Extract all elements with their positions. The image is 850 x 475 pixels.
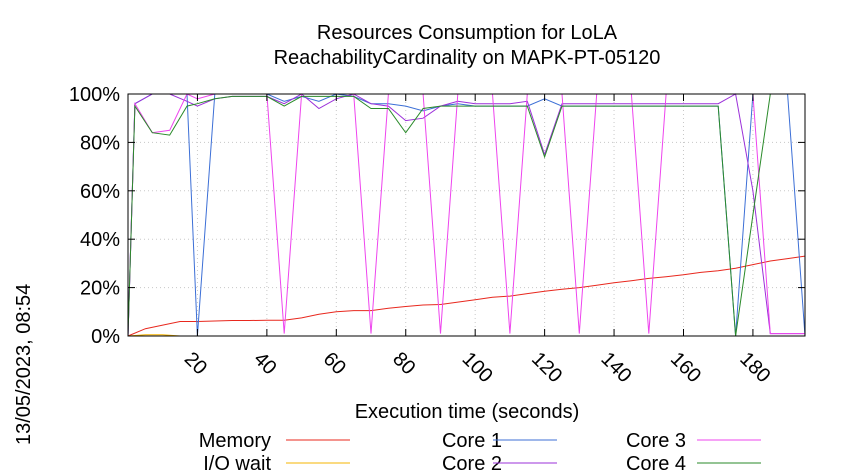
series-layer — [127, 93, 806, 337]
x-tick-label: 40 — [249, 348, 280, 379]
y-tick-label: 0% — [91, 326, 120, 348]
series-line-core-4 — [127, 93, 805, 337]
x-tick-label: 100 — [458, 348, 497, 387]
y-tick-label: 80% — [80, 132, 120, 154]
x-tick-label: 20 — [180, 348, 211, 379]
series-line-memory — [127, 255, 806, 337]
chart-subtitle: ReachabilityCardinality on MAPK-PT-05120 — [274, 47, 661, 69]
chart-title: Resources Consumption for LoLA — [317, 22, 618, 44]
legend-label-core-4: Core 4 — [626, 453, 686, 475]
x-tick-label: 80 — [388, 348, 419, 379]
y-axis: 0% 20% 40% 60% 80% 100% — [69, 84, 805, 348]
legend-label-memory: Memory — [199, 430, 271, 452]
x-axis: 20 40 60 80 100 120 140 160 180 — [180, 94, 775, 387]
y-tick-label: 20% — [80, 278, 120, 300]
x-tick-label: 180 — [735, 348, 774, 387]
x-tick-label: 60 — [319, 348, 350, 379]
series-line-core-2 — [127, 93, 805, 337]
legend-label-i-o-wait: I/O wait — [203, 453, 271, 475]
x-axis-label: Execution time (seconds) — [355, 401, 580, 423]
legend-label-core-3: Core 3 — [626, 430, 686, 452]
x-tick-label: 160 — [666, 348, 705, 387]
y-tick-label: 60% — [80, 181, 120, 203]
y-tick-label: 40% — [80, 229, 120, 251]
timestamp-label: 13/05/2023, 08:54 — [13, 284, 35, 445]
legend-label-core-1: Core 1 — [442, 430, 502, 452]
series-line-core-1 — [127, 93, 806, 337]
x-tick-label: 120 — [527, 348, 566, 387]
plot-frame — [127, 93, 806, 337]
series-line-core-3 — [127, 93, 805, 337]
x-tick-label: 140 — [597, 348, 636, 387]
y-tick-label: 100% — [69, 84, 120, 106]
grid-lines — [128, 94, 805, 336]
legend-label-core-2: Core 2 — [442, 453, 502, 475]
